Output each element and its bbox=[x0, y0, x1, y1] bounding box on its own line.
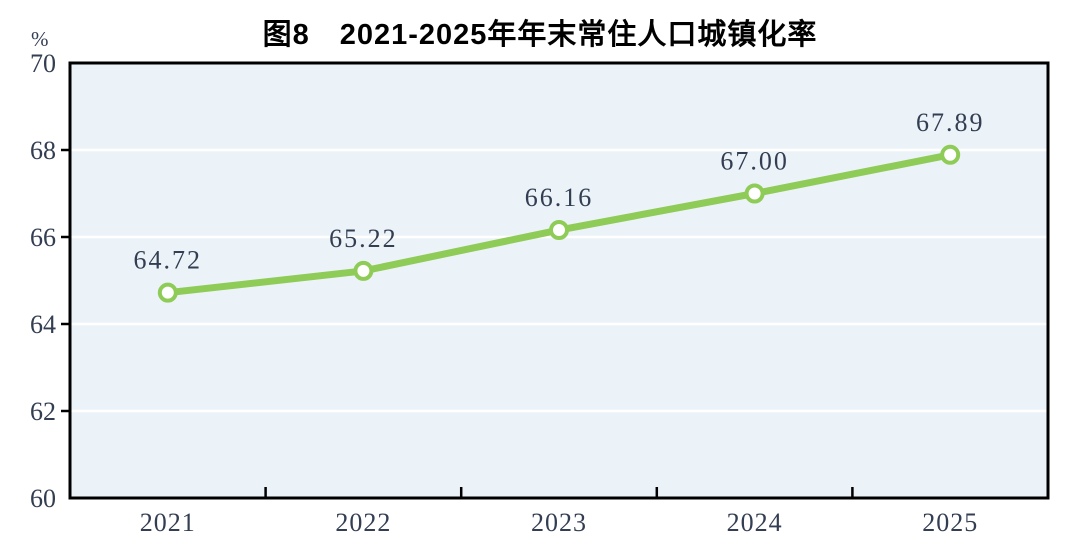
y-axis-tick-label: 70 bbox=[30, 49, 56, 78]
data-point-marker bbox=[353, 260, 374, 281]
data-point-label: 65.22 bbox=[329, 224, 398, 253]
data-point-marker bbox=[157, 282, 178, 303]
y-axis-tick-label: 64 bbox=[30, 310, 56, 339]
x-axis-tick-label: 2024 bbox=[727, 508, 783, 537]
chart-title: 图8 2021-2025年年末常住人口城镇化率 bbox=[262, 19, 818, 51]
data-point-marker bbox=[940, 144, 961, 165]
plot-border bbox=[68, 61, 1050, 500]
x-axis-tick-label: 2022 bbox=[335, 508, 391, 537]
data-point-label: 67.00 bbox=[720, 147, 789, 176]
y-axis-tick-label: 68 bbox=[30, 136, 56, 165]
y-axis-tick-label: 60 bbox=[30, 484, 56, 513]
data-point-marker bbox=[549, 220, 569, 241]
data-point-label: 64.72 bbox=[134, 246, 203, 275]
y-axis-tick-label: 66 bbox=[30, 223, 56, 252]
data-point-marker bbox=[744, 183, 765, 204]
data-point-label: 66.16 bbox=[525, 183, 594, 212]
x-axis-tick-label: 2023 bbox=[531, 508, 587, 537]
data-point-label: 67.89 bbox=[916, 108, 985, 137]
y-axis-tick-label: 62 bbox=[30, 397, 56, 426]
x-axis-tick-label: 2021 bbox=[140, 508, 196, 537]
plot-area-background bbox=[70, 63, 1048, 498]
y-axis-unit-label: % bbox=[31, 27, 49, 51]
x-axis-tick-label: 2025 bbox=[922, 508, 978, 537]
